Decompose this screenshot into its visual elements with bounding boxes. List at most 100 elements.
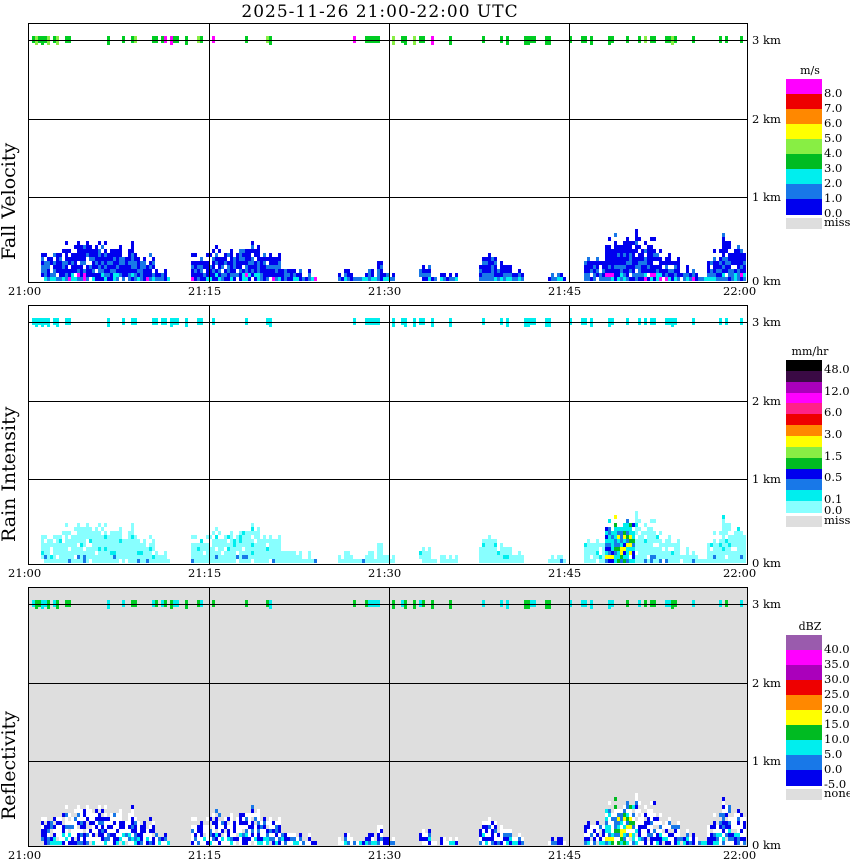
data-cell	[644, 257, 647, 261]
data-cell	[71, 253, 74, 257]
data-cell	[71, 833, 74, 837]
data-cell	[275, 257, 278, 261]
data-cell	[638, 547, 641, 551]
colorbar-tick-label: 6.0	[824, 116, 843, 130]
data-cell	[683, 555, 686, 559]
colorbar-tick-label: 1.5	[824, 448, 843, 463]
data-cell	[83, 543, 86, 547]
data-cell	[671, 551, 674, 555]
data-cell	[98, 539, 101, 543]
data-cell	[296, 559, 299, 563]
data-cell	[668, 261, 671, 265]
data-cell	[725, 833, 728, 837]
data-cell	[278, 253, 281, 257]
colorbar-segment	[786, 479, 822, 491]
data-cell	[308, 559, 311, 563]
data-cell	[488, 269, 491, 273]
panel-reflectivity[interactable]	[28, 587, 748, 847]
data-cell	[650, 265, 653, 269]
data-cell	[236, 539, 239, 543]
data-cell	[479, 547, 482, 551]
data-cell	[707, 829, 710, 833]
data-cell	[605, 257, 608, 261]
data-cell	[89, 265, 92, 269]
data-cell	[143, 833, 146, 837]
data-cell	[377, 841, 380, 845]
data-cell	[377, 547, 380, 551]
data-cell	[71, 539, 74, 543]
data-cell	[47, 273, 50, 277]
data-cell	[203, 261, 206, 265]
data-cell	[728, 269, 731, 273]
data-cell	[737, 277, 740, 281]
data-cell	[728, 257, 731, 261]
data-cell	[614, 539, 617, 543]
data-cell	[722, 821, 725, 825]
data-cell	[77, 817, 80, 821]
data-cell	[494, 269, 497, 273]
data-cell	[293, 555, 296, 559]
data-cell	[128, 257, 131, 261]
data-cell	[221, 277, 224, 281]
data-cell	[494, 841, 497, 845]
data-cell	[215, 527, 218, 531]
colorbar-segment	[786, 414, 822, 426]
data-cell	[140, 261, 143, 265]
data-cell	[74, 551, 77, 555]
colorbar-bar-fall-velocity	[786, 79, 822, 215]
data-cell	[251, 269, 254, 273]
data-cell	[719, 273, 722, 277]
data-cell	[146, 269, 149, 273]
data-cell	[665, 837, 668, 841]
data-cell	[623, 547, 626, 551]
data-cell	[116, 539, 119, 543]
colorbar-segment	[786, 169, 822, 185]
data-cell	[722, 249, 725, 253]
data-cell	[113, 813, 116, 817]
panel-rain-intensity[interactable]	[28, 305, 748, 565]
data-cell	[620, 837, 623, 841]
data-cell	[263, 833, 266, 837]
data-cell	[632, 523, 635, 527]
data-cell-clutter	[422, 318, 425, 325]
data-cell	[242, 833, 245, 837]
colorbar-segment	[786, 650, 822, 666]
data-cell	[719, 257, 722, 261]
data-cell	[686, 277, 689, 281]
data-cell	[272, 555, 275, 559]
data-cell	[59, 829, 62, 833]
data-cell	[224, 559, 227, 563]
data-cell	[584, 265, 587, 269]
data-cell	[41, 829, 44, 833]
colorbar-tick-label: 10.0	[824, 732, 850, 746]
colorbar-tick-label: 35.0	[824, 657, 850, 671]
data-cell	[617, 265, 620, 269]
data-cell	[626, 519, 629, 523]
data-cell	[623, 829, 626, 833]
data-cell-clutter	[638, 600, 641, 607]
data-cell	[263, 821, 266, 825]
data-cell	[611, 825, 614, 829]
data-cell	[605, 527, 608, 531]
data-cell	[101, 825, 104, 829]
data-cell	[140, 825, 143, 829]
data-cell-clutter	[155, 36, 158, 43]
data-cell	[95, 245, 98, 249]
data-cell	[647, 253, 650, 257]
data-cell	[617, 253, 620, 257]
data-cell-clutter	[665, 318, 671, 325]
data-cell	[125, 543, 128, 547]
data-cell	[485, 559, 488, 563]
data-cell	[104, 555, 107, 559]
data-cell	[713, 543, 716, 547]
panel-fall-velocity[interactable]	[28, 23, 748, 283]
data-cell	[263, 265, 266, 269]
data-cell	[614, 841, 617, 845]
data-cell	[71, 265, 74, 269]
data-cell	[140, 837, 143, 841]
data-cell	[80, 809, 83, 813]
data-cell	[110, 555, 113, 559]
data-cell	[665, 825, 668, 829]
data-cell	[245, 257, 248, 261]
data-cell	[107, 559, 110, 563]
